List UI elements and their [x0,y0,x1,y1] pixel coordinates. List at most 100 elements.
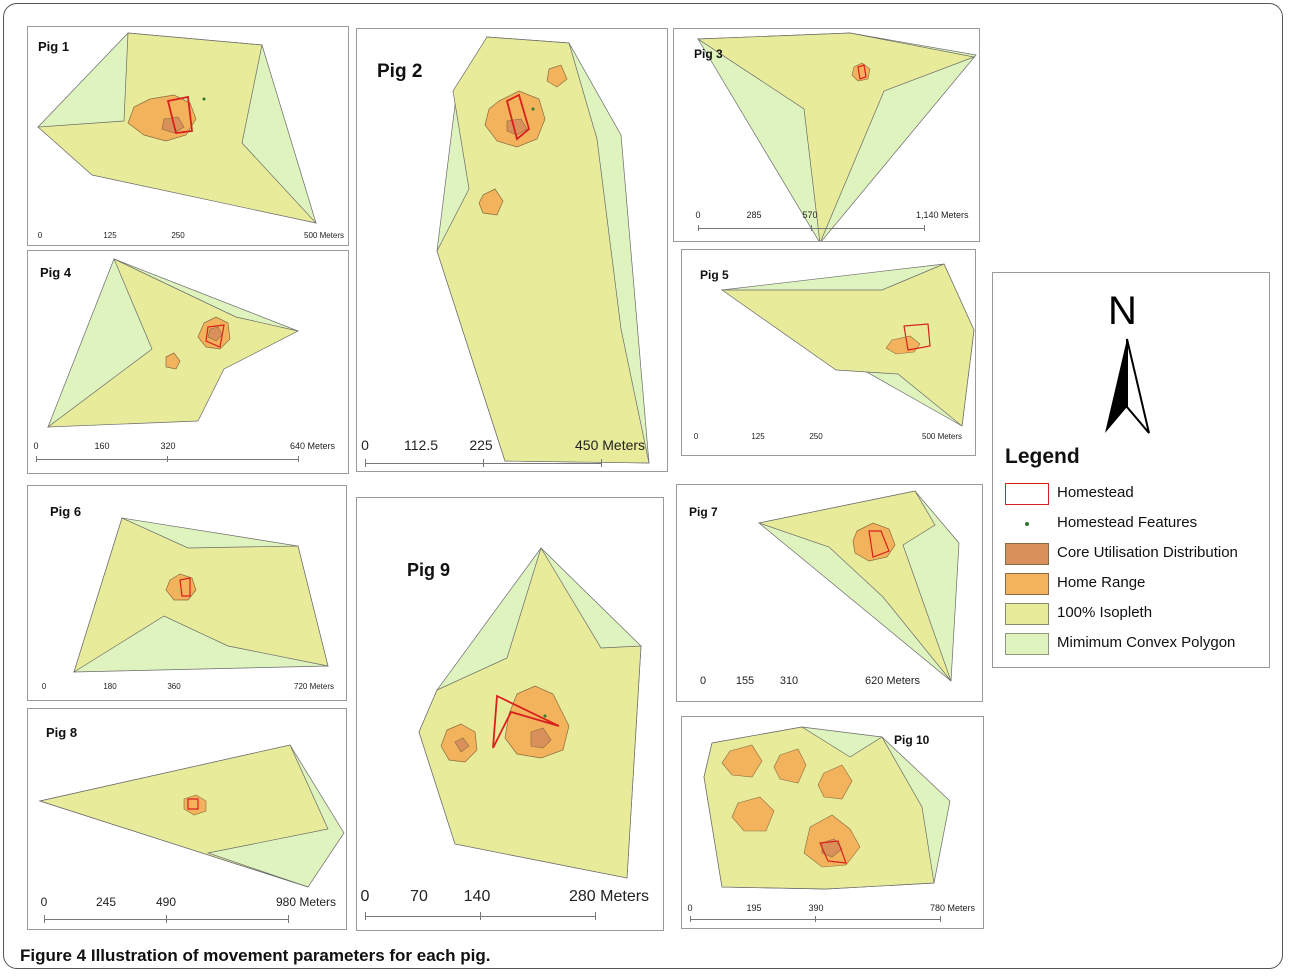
pig-9-map [418,547,642,879]
pig-8-isopleth [38,744,329,888]
scale-label: 280 Meters [569,888,650,905]
map-panel-pig-6: Pig 6 0 180 360 720 Meters [27,485,347,701]
map-panel-pig-7: Pig 7 0 155 310 620 Meters [676,484,983,702]
scale-label: 980 Meters [276,895,337,909]
scale-label: 0 [361,437,369,453]
scale-tick [166,915,167,923]
caption-label: Figure 4 [20,946,87,965]
map-panel-pig-5: Pig 5 0 125 250 500 Meters [681,249,976,456]
scale-label: 780 Meters [930,903,976,913]
pig-6-homestead [179,577,191,597]
map-panel-pig-9: Pig 9 0 70 140 280 Meters [356,497,664,931]
pig-7-map [757,490,960,682]
legend-title: Legend [1005,445,1080,468]
pig-6-map [73,517,329,673]
pig-10-home-range-2 [773,748,807,784]
scale-tick [924,225,925,231]
map-panel-pig-3: Pig 3 0 285 570 1,140 Meters [673,28,980,242]
map-panel-pig-8: Pig 8 0 245 490 980 Meters [27,708,347,930]
scale-tick [36,456,37,462]
homestead-outline-icon [1005,483,1049,505]
scale-label: 0 [33,441,39,451]
pig-9-home-range [504,685,570,759]
scale-label: 155 [735,675,755,687]
scale-tick [940,916,941,922]
scale-tick [601,459,602,467]
map-panel-pig-1: Pig 1 0 125 250 500 Meters [27,26,349,246]
feature-dot-icon [1005,513,1049,535]
pig-3-map [696,32,977,241]
pig-1-map [37,32,318,224]
scale-tick [480,912,481,920]
pig-6-isopleth [73,517,329,673]
scale-tick [44,915,45,923]
scale-label: 490 [155,895,177,909]
scale-label: 0 [699,675,707,687]
legend-item-label: Mimimum Convex Polygon [1057,634,1236,651]
scale-tick [365,459,366,467]
pig-1-feature-dot [202,97,206,101]
scale-tick [167,456,168,462]
pig-10-map [703,726,951,890]
pig-2-title: Pig 2 [377,61,423,82]
scale-label: 640 Meters [290,441,336,451]
scale-label: 160 [94,441,110,451]
legend-item-label: Core Utilisation Distribution [1057,544,1238,561]
pig-5-map [720,263,975,427]
scale-label: 360 [167,682,181,691]
legend-item-label: Homestead Features [1057,514,1198,531]
caption-text: Illustration of movement parameters for … [86,946,491,965]
pig-4-home-range-2 [165,352,181,370]
pig-4-homestead [205,324,225,348]
pig-8-homestead [187,798,199,810]
map-panel-pig-2: Pig 2 0 112.5 225 450 Meters [356,28,668,472]
pig-3-title: Pig 3 [694,47,723,61]
pig-7-title: Pig 7 [689,505,718,519]
pig-7-isopleth [757,490,952,682]
pig-4-map [46,258,300,428]
scale-label: 140 [463,888,491,905]
pig-7-home-range [852,522,896,562]
scale-tick [483,459,484,467]
scale-label: 195 [746,903,762,913]
scale-tick [815,916,816,922]
pig-10-title: Pig 10 [894,733,930,747]
scale-tick [595,912,596,920]
pig-2-isopleth [436,36,650,464]
pig-5-homestead [903,323,931,351]
scale-label: 310 [779,675,799,687]
scale-label: 112.5 [404,437,438,453]
map-panel-pig-10: Pig 10 0 195 390 780 Meters [681,716,984,929]
pig-5-title: Pig 5 [700,268,729,282]
pig-10-home-range [721,744,763,778]
core-swatch [1005,543,1049,565]
scale-label: 0 [360,888,370,905]
pig-2-homestead [505,93,531,141]
scale-label: 0 [40,895,48,909]
mcp-swatch [1005,633,1049,655]
pig-10-homestead [819,840,847,864]
pig-2-home-range [484,90,546,148]
pig-5-isopleth [720,263,975,427]
scale-label: 70 [410,888,428,905]
scale-label: 320 [160,441,176,451]
pig-9-feature-dot [543,714,547,718]
scale-label: 250 [171,231,185,240]
pig-6-title: Pig 6 [50,504,82,519]
scale-label: 570 [802,210,818,220]
pig-3-isopleth [696,32,976,241]
scale-label: 0 [37,231,43,240]
scale-tick [811,225,812,231]
map-legend: N Legend Homestead Homestead Features Co… [992,272,1270,668]
pig-2-feature-dot [531,107,535,111]
pig-10-home-range-4 [731,796,775,832]
pig-10-core [821,838,843,858]
scale-tick [298,456,299,462]
pig-8-map [38,744,345,888]
scale-label: 620 Meters [865,675,921,687]
pig-8-home-range [183,794,207,816]
pig-2-home-range-3 [478,188,504,216]
scale-label: 225 [469,437,493,453]
figure-frame [3,3,1283,969]
scale-label: 125 [751,432,765,441]
